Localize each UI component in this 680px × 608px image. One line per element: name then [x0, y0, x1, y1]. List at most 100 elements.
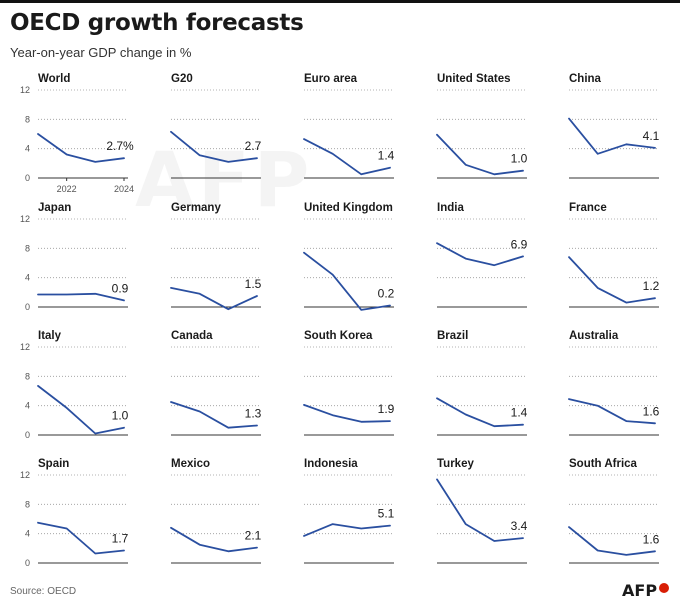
panel-title: China: [569, 73, 602, 85]
series-line: [303, 251, 391, 311]
series-line: [303, 138, 391, 176]
top-rule: [0, 0, 680, 3]
end-value-label: 2.7%: [106, 139, 134, 153]
series-line: [170, 401, 258, 429]
y-tick-label: 12: [20, 342, 30, 352]
y-tick-label: 4: [25, 529, 30, 539]
end-value-label: 1.3: [245, 406, 262, 420]
end-value-label: 1.4: [511, 406, 528, 420]
series-line: [303, 523, 391, 537]
end-value-label: 1.4: [378, 149, 395, 163]
series-line: [568, 398, 656, 425]
end-value-label: 0.9: [112, 281, 129, 295]
panel-title: Spain: [38, 458, 69, 470]
end-value-label: 2.7: [245, 139, 262, 153]
panel-turkey: Turkey 3.4: [436, 458, 528, 564]
series-line: [37, 133, 125, 163]
chart-subtitle: Year-on-year GDP change in %: [10, 45, 192, 60]
panel-euro-area: Euro area 1.4: [303, 73, 395, 179]
panel-south-africa: South Africa 1.6: [568, 458, 660, 564]
panel-title: Brazil: [437, 330, 468, 342]
panel-title: Mexico: [171, 458, 210, 470]
series-line: [568, 256, 656, 304]
panel-title: France: [569, 202, 607, 214]
end-value-label: 1.5: [245, 277, 262, 291]
panel-title: Turkey: [437, 458, 474, 470]
panel-indonesia: Indonesia 5.1: [303, 458, 395, 564]
end-value-label: 1.0: [511, 152, 528, 166]
panel-italy: Italy 0 4 8 12 1.0: [20, 330, 129, 440]
series-line: [170, 130, 258, 163]
panel-title: Japan: [38, 202, 71, 214]
panel-title: Italy: [38, 330, 62, 342]
panel-mexico: Mexico 2.1: [170, 458, 262, 564]
panel-title: India: [437, 202, 464, 214]
end-value-label: 3.4: [511, 519, 528, 533]
panel-title: Australia: [569, 330, 619, 342]
end-value-label: 5.1: [378, 507, 395, 521]
end-value-label: 0.2: [378, 287, 395, 301]
y-tick-label: 4: [25, 273, 30, 283]
series-line: [37, 292, 125, 302]
end-value-label: 1.7: [112, 532, 129, 546]
series-line: [37, 521, 125, 555]
panel-france: France 1.2: [568, 202, 660, 308]
panel-title: United States: [437, 73, 511, 85]
x-tick-label: 2024: [114, 184, 134, 194]
panel-g20: G20 2.7: [170, 73, 262, 179]
panel-canada: Canada 1.3: [170, 330, 262, 436]
panel-title: South Africa: [569, 458, 638, 470]
y-tick-label: 12: [20, 85, 30, 95]
panel-australia: Australia 1.6: [568, 330, 660, 436]
y-tick-label: 4: [25, 401, 30, 411]
y-tick-label: 8: [25, 371, 30, 381]
panel-title: G20: [171, 73, 193, 85]
panel-world: World 0 4 8 12 2022 2024 2.7%: [20, 73, 134, 194]
series-line: [170, 526, 258, 553]
y-tick-label: 0: [25, 302, 30, 312]
source-note: Source: OECD: [10, 586, 77, 597]
panel-title: Canada: [171, 330, 213, 342]
end-value-label: 1.0: [112, 409, 129, 423]
panel-germany: Germany 1.5: [170, 202, 262, 311]
x-tick-label: 2022: [57, 184, 77, 194]
series-line: [568, 117, 656, 155]
end-value-label: 1.6: [643, 404, 660, 418]
panel-united-states: United States 1.0: [436, 73, 528, 179]
series-line: [436, 478, 524, 542]
end-value-label: 4.1: [643, 129, 660, 143]
panel-china: China 4.1: [568, 73, 660, 179]
series-line: [436, 397, 524, 428]
y-tick-label: 12: [20, 214, 30, 224]
y-tick-label: 0: [25, 430, 30, 440]
y-tick-label: 8: [25, 243, 30, 253]
panel-title: World: [38, 73, 70, 85]
series-line: [170, 286, 258, 311]
end-value-label: 1.6: [643, 532, 660, 546]
y-tick-label: 0: [25, 173, 30, 183]
series-line: [568, 526, 656, 556]
y-tick-label: 0: [25, 558, 30, 568]
y-tick-label: 8: [25, 499, 30, 509]
afp-logo-text: AFP: [622, 581, 658, 600]
afp-logo: [659, 583, 669, 593]
chart-title: OECD growth forecasts: [10, 10, 304, 36]
y-tick-label: 12: [20, 470, 30, 480]
panel-brazil: Brazil 1.4: [436, 330, 528, 436]
series-line: [436, 133, 524, 176]
panel-title: United Kingdom: [304, 202, 393, 214]
series-line: [303, 403, 391, 423]
end-value-label: 1.9: [378, 402, 395, 416]
panel-title: Euro area: [304, 73, 358, 85]
panel-title: South Korea: [304, 330, 373, 342]
panel-japan: Japan 0 4 8 12 0.9: [20, 202, 129, 312]
series-line: [37, 384, 125, 435]
panel-united-kingdom: United Kingdom 0.2: [303, 202, 395, 311]
end-value-label: 6.9: [511, 237, 528, 251]
y-tick-label: 4: [25, 144, 30, 154]
panel-title: Indonesia: [304, 458, 358, 470]
y-tick-label: 8: [25, 114, 30, 124]
panel-south-korea: South Korea 1.9: [303, 330, 395, 436]
end-value-label: 1.2: [643, 279, 660, 293]
panel-india: India 6.9: [436, 202, 528, 308]
